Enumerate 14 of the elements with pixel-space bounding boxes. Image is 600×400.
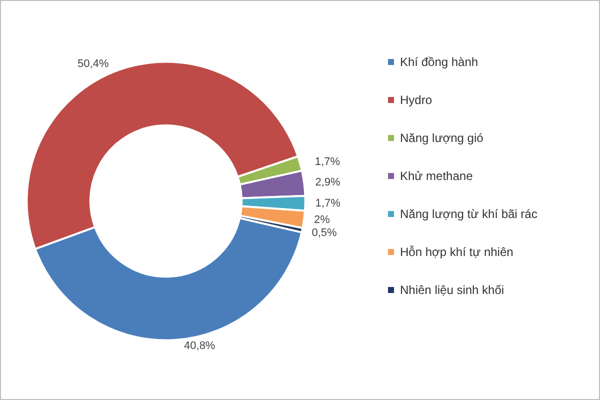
data-label: 2,9% xyxy=(315,176,341,188)
data-label: 40,8% xyxy=(184,340,216,352)
legend-label: Hydro xyxy=(400,93,432,107)
data-label: 50,4% xyxy=(78,58,109,70)
legend-label: Nhiên liệu sinh khối xyxy=(400,283,504,297)
legend-label: Năng lượng gió xyxy=(400,131,484,145)
data-label: 2% xyxy=(314,214,330,226)
legend-label: Hỗn hợp khí tự nhiên xyxy=(400,245,514,259)
data-label: 0,5% xyxy=(312,227,337,240)
legend-label: Khí đồng hành xyxy=(400,55,478,69)
legend-label: Khử methane xyxy=(400,169,474,183)
data-label: 1,7% xyxy=(315,197,341,210)
legend-label: Năng lượng từ khí bãi rác xyxy=(400,207,538,221)
data-label: 1,7% xyxy=(314,156,340,168)
